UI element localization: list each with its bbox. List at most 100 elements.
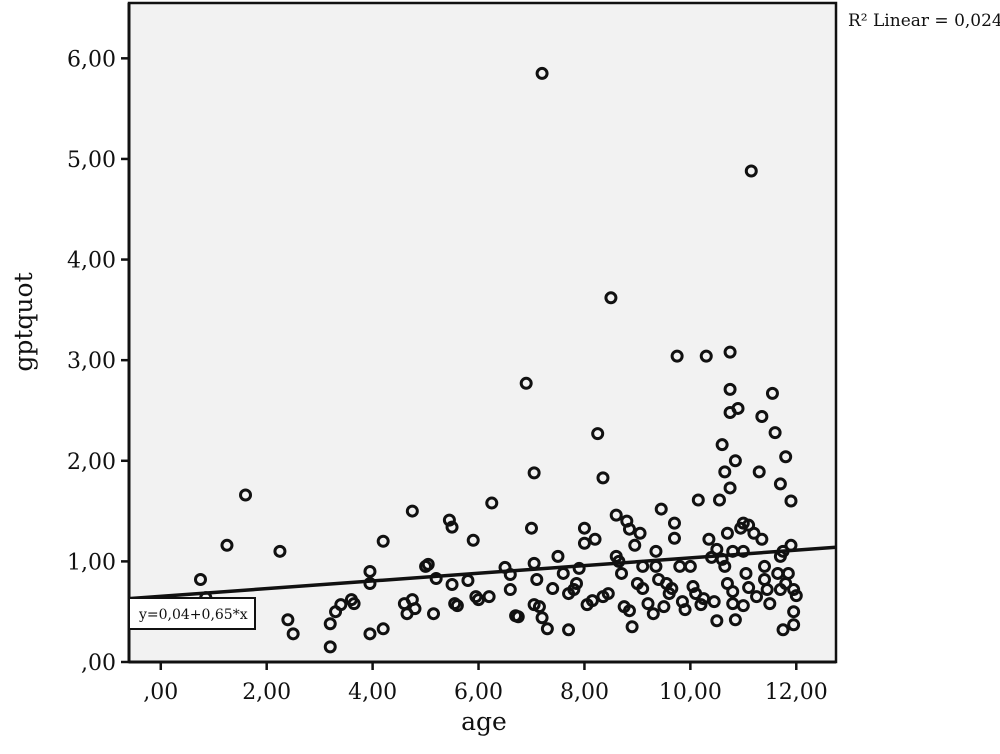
data-point — [376, 622, 390, 636]
data-point — [540, 622, 554, 636]
data-point — [273, 544, 287, 558]
data-point — [723, 382, 737, 396]
data-point — [421, 557, 435, 571]
data-point — [628, 538, 642, 552]
data-point — [609, 508, 623, 522]
data-point — [723, 481, 737, 495]
y-tick-label: 5,00 — [67, 148, 116, 173]
data-point — [712, 493, 726, 507]
data-point — [601, 587, 615, 601]
data-point — [535, 611, 549, 625]
data-point — [686, 580, 700, 594]
data-point — [789, 589, 803, 603]
data-point — [323, 640, 337, 654]
data-point — [334, 598, 348, 612]
data-point — [699, 349, 713, 363]
data-point — [622, 522, 636, 536]
data-point — [670, 349, 684, 363]
data-point — [546, 582, 560, 596]
data-point — [347, 597, 361, 611]
y-tick-label: 4,00 — [67, 249, 116, 274]
data-point — [519, 376, 533, 390]
data-point — [530, 572, 544, 586]
y-tick-label: ,00 — [81, 651, 116, 676]
data-point — [646, 607, 660, 621]
x-tick-label: 2,00 — [242, 680, 291, 705]
equation-box — [128, 597, 256, 630]
data-point — [641, 597, 655, 611]
data-point — [665, 582, 679, 596]
data-point — [763, 597, 777, 611]
data-point — [654, 502, 668, 516]
data-point — [678, 603, 692, 617]
data-point — [622, 604, 636, 618]
data-point — [532, 600, 546, 614]
y-axis-ticks: ,00 1,00 2,00 3,00 4,00 5,00 6,00 — [67, 47, 129, 676]
data-point — [572, 561, 586, 575]
data-point — [405, 504, 419, 518]
data-point — [281, 613, 295, 627]
data-point — [408, 602, 422, 616]
data-point — [768, 426, 782, 440]
data-point — [718, 559, 732, 573]
data-point — [239, 488, 253, 502]
data-point — [466, 533, 480, 547]
data-point — [649, 544, 663, 558]
data-point — [615, 566, 629, 580]
x-tick-label: 4,00 — [348, 680, 397, 705]
data-point — [710, 614, 724, 628]
data-point — [683, 559, 697, 573]
data-point — [193, 572, 207, 586]
data-point — [779, 450, 793, 464]
data-point — [527, 466, 541, 480]
data-point — [535, 66, 549, 80]
data-point — [728, 613, 742, 627]
data-point — [427, 607, 441, 621]
data-point — [718, 465, 732, 479]
x-tick-label: ,00 — [143, 680, 178, 705]
data-point — [524, 521, 538, 535]
data-point — [702, 532, 716, 546]
data-point — [760, 583, 774, 597]
x-axis-title: age — [461, 707, 507, 736]
data-point — [781, 566, 795, 580]
data-point — [577, 521, 591, 535]
x-tick-label: 6,00 — [454, 680, 503, 705]
data-point — [503, 583, 517, 597]
y-axis-title: gptquot — [9, 272, 38, 371]
data-point — [736, 544, 750, 558]
y-tick-label: 6,00 — [67, 47, 116, 72]
data-point — [363, 577, 377, 591]
data-point — [450, 599, 464, 613]
data-point — [585, 594, 599, 608]
data-point — [773, 477, 787, 491]
data-point — [707, 595, 721, 609]
data-point — [625, 620, 639, 634]
data-point — [562, 623, 576, 637]
y-tick-label: 1,00 — [67, 550, 116, 575]
data-point — [728, 454, 742, 468]
data-point — [667, 516, 681, 530]
x-tick-label: 8,00 — [560, 680, 609, 705]
data-point — [591, 427, 605, 441]
regression-line — [128, 545, 837, 601]
data-point — [482, 590, 496, 604]
data-point — [726, 585, 740, 599]
data-point — [323, 617, 337, 631]
data-point — [220, 538, 234, 552]
data-point — [731, 401, 745, 415]
data-point — [511, 610, 525, 624]
data-point — [363, 627, 377, 641]
data-point — [755, 410, 769, 424]
data-point — [657, 600, 671, 614]
data-point — [744, 164, 758, 178]
data-point — [570, 577, 584, 591]
data-point — [633, 526, 647, 540]
data-point — [784, 494, 798, 508]
data-point — [758, 559, 772, 573]
r2-label: R² Linear = 0,024 — [848, 11, 1000, 31]
x-tick-label: 10,00 — [659, 680, 722, 705]
y-tick-label: 2,00 — [67, 450, 116, 475]
data-point — [445, 578, 459, 592]
